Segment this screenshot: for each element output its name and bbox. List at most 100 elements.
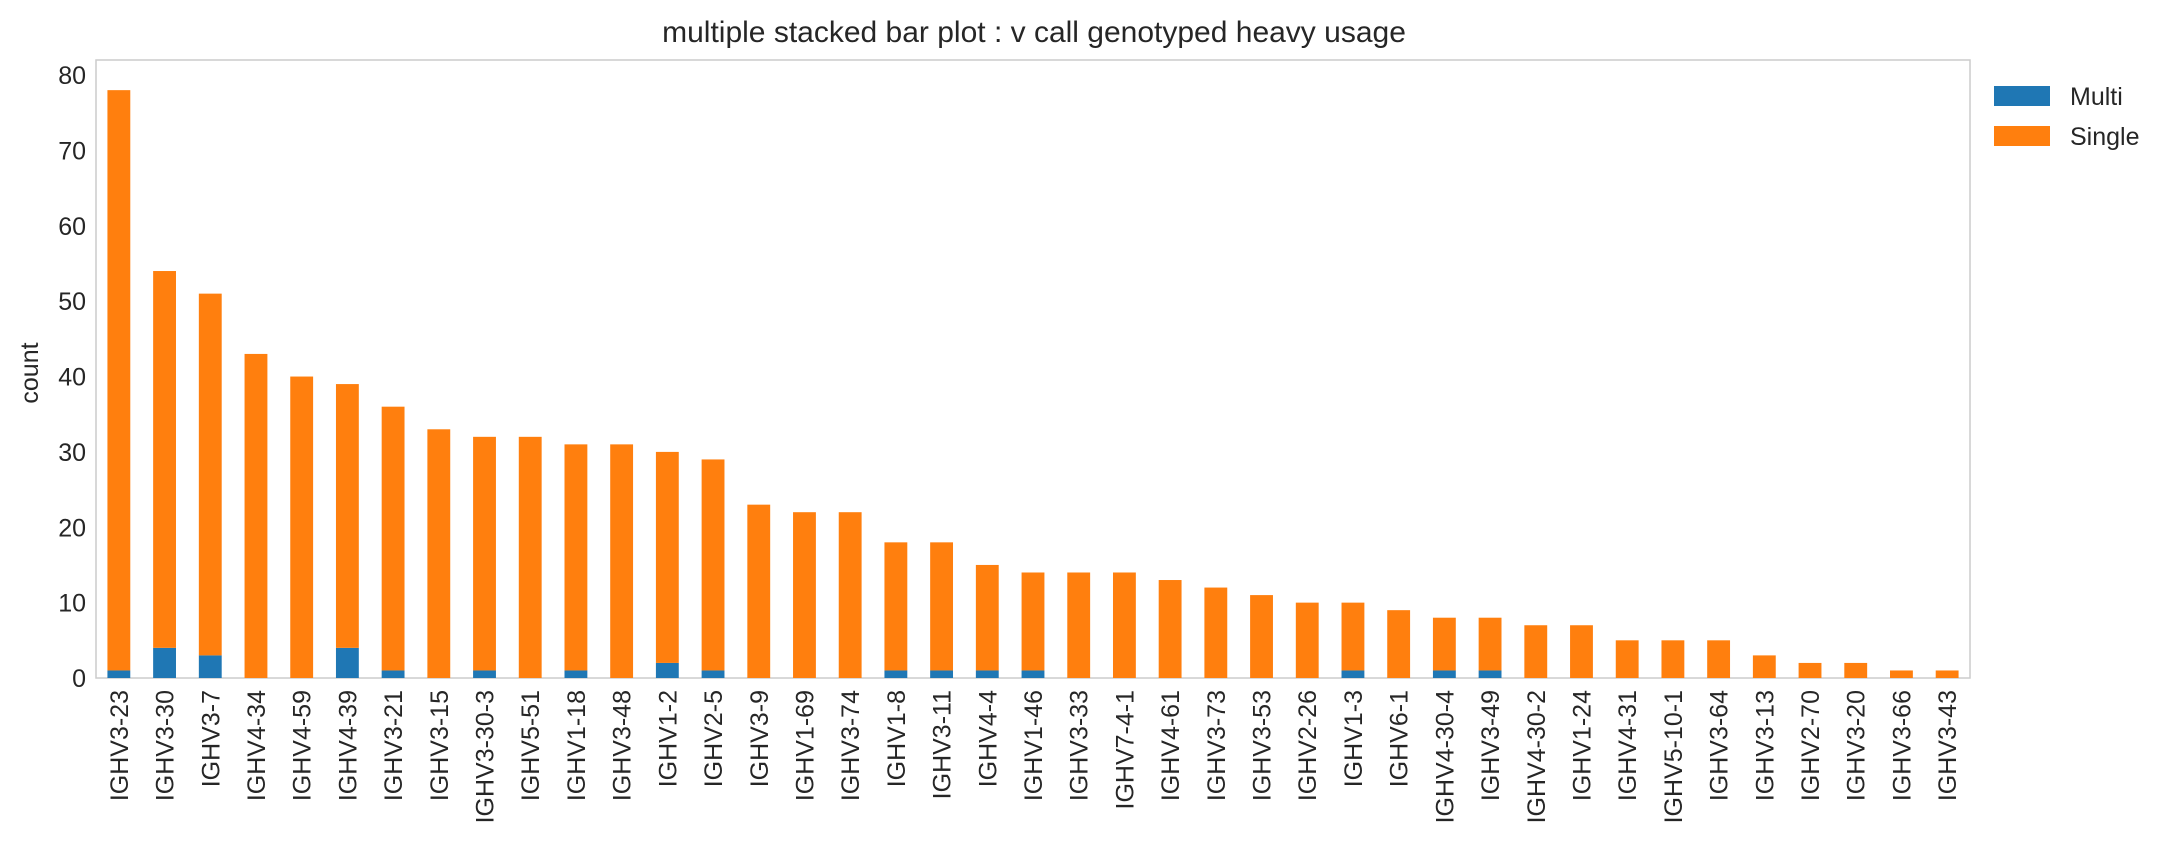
bar-single-IGHV2-70 xyxy=(1798,662,1822,678)
bar-multi-IGHV3-23 xyxy=(107,670,131,678)
x-tick-label: IGHV3-73 xyxy=(1203,690,1231,801)
bar-single-IGHV1-8 xyxy=(884,542,908,671)
x-tick-label: IGHV3-11 xyxy=(929,690,957,799)
bar-single-IGHV4-30-4 xyxy=(1432,617,1456,671)
x-tick-label: IGHV2-70 xyxy=(1797,690,1825,801)
x-tick-label: IGHV2-5 xyxy=(700,690,728,787)
legend-label-single: Single xyxy=(2070,123,2140,151)
x-tick-label: IGHV3-30 xyxy=(152,690,180,801)
legend-swatch-single xyxy=(1994,126,2050,146)
y-tick-label: 50 xyxy=(58,288,86,316)
x-tick-label: IGHV1-8 xyxy=(883,690,911,787)
x-tick-label: IGHV4-30-2 xyxy=(1523,690,1551,823)
bar-single-IGHV5-51 xyxy=(518,436,542,678)
y-tick-label: 40 xyxy=(58,364,86,392)
x-tick-label: IGHV1-3 xyxy=(1340,690,1368,787)
bar-multi-IGHV4-30-4 xyxy=(1432,670,1456,678)
x-tick-label: IGHV4-31 xyxy=(1614,690,1642,801)
bar-single-IGHV1-18 xyxy=(564,444,588,671)
x-tick-label: IGHV4-4 xyxy=(974,690,1002,787)
bar-multi-IGHV3-49 xyxy=(1478,670,1502,678)
bar-single-IGHV7-4-1 xyxy=(1112,572,1136,678)
x-tick-label: IGHV4-39 xyxy=(334,690,362,801)
bar-single-IGHV1-3 xyxy=(1341,602,1365,671)
bar-multi-IGHV1-3 xyxy=(1341,670,1365,678)
x-tick-label: IGHV1-18 xyxy=(563,690,591,801)
bar-single-IGHV3-13 xyxy=(1752,655,1776,678)
x-tick-label: IGHV4-30-4 xyxy=(1431,690,1459,823)
y-tick-label: 60 xyxy=(58,213,86,241)
bar-multi-IGHV4-39 xyxy=(335,647,359,678)
bar-multi-IGHV1-8 xyxy=(884,670,908,678)
x-tick-label: IGHV3-66 xyxy=(1888,690,1916,801)
y-tick-label: 20 xyxy=(58,514,86,542)
x-tick-label: IGHV1-24 xyxy=(1568,690,1596,801)
bar-single-IGHV3-49 xyxy=(1478,617,1502,671)
bar-single-IGHV3-66 xyxy=(1890,670,1913,678)
bar-single-IGHV5-10-1 xyxy=(1661,640,1685,678)
bar-multi-IGHV2-5 xyxy=(701,670,725,678)
x-tick-label: IGHV3-53 xyxy=(1249,690,1277,801)
bar-single-IGHV3-33 xyxy=(1067,572,1091,678)
bars xyxy=(107,90,1959,678)
bar-single-IGHV1-24 xyxy=(1570,625,1593,678)
bar-multi-IGHV4-4 xyxy=(975,670,999,678)
bar-multi-IGHV3-7 xyxy=(198,655,222,678)
x-tick-label: IGHV4-34 xyxy=(243,690,271,801)
bar-single-IGHV4-59 xyxy=(290,376,314,678)
x-tick-label: IGHV3-15 xyxy=(426,690,454,801)
bar-multi-IGHV1-46 xyxy=(1021,670,1045,678)
bar-single-IGHV2-5 xyxy=(701,459,725,671)
x-tick-label: IGHV6-1 xyxy=(1386,690,1414,787)
x-tick-label: IGHV3-33 xyxy=(1066,690,1094,801)
bar-multi-IGHV1-18 xyxy=(564,670,588,678)
x-tick-label: IGHV4-61 xyxy=(1157,690,1185,801)
bar-single-IGHV3-48 xyxy=(610,444,634,678)
bar-single-IGHV4-34 xyxy=(244,353,268,678)
bar-single-IGHV3-73 xyxy=(1204,587,1228,678)
bar-single-IGHV3-64 xyxy=(1707,640,1731,678)
bar-multi-IGHV3-30-3 xyxy=(473,670,496,678)
x-tick-label: IGHV3-7 xyxy=(197,690,225,787)
bar-single-IGHV3-21 xyxy=(381,406,405,671)
bar-single-IGHV3-74 xyxy=(838,512,862,678)
x-tick-label: IGHV1-2 xyxy=(654,690,682,787)
bar-single-IGHV3-11 xyxy=(930,542,954,671)
legend: Multi Single xyxy=(1994,83,2140,151)
bar-single-IGHV3-15 xyxy=(427,429,451,678)
bar-multi-IGHV3-11 xyxy=(930,670,954,678)
bar-single-IGHV4-31 xyxy=(1615,640,1639,678)
bar-single-IGHV3-20 xyxy=(1844,662,1868,678)
x-tick-label: IGHV3-64 xyxy=(1706,690,1734,801)
bar-single-IGHV4-30-2 xyxy=(1524,625,1548,678)
x-tick-label: IGHV3-43 xyxy=(1934,690,1962,801)
x-tick-label: IGHV3-30-3 xyxy=(472,690,500,823)
bar-single-IGHV3-7 xyxy=(198,293,222,656)
bar-single-IGHV3-53 xyxy=(1250,595,1273,678)
bar-single-IGHV1-2 xyxy=(655,451,679,663)
legend-label-multi: Multi xyxy=(2070,83,2123,111)
x-tick-label: IGHV3-9 xyxy=(746,690,774,787)
bar-single-IGHV4-4 xyxy=(975,564,999,671)
x-tick-label: IGHV3-20 xyxy=(1843,690,1871,801)
bar-single-IGHV4-61 xyxy=(1158,580,1182,678)
x-tick-label: IGHV1-46 xyxy=(1020,690,1048,801)
bar-single-IGHV1-69 xyxy=(793,512,816,678)
y-axis-ticks: 0 10 20 30 40 50 60 70 80 xyxy=(58,62,86,693)
y-tick-label: 30 xyxy=(58,439,86,467)
x-tick-label: IGHV3-74 xyxy=(837,690,865,801)
x-tick-label: IGHV3-21 xyxy=(380,690,408,801)
bar-multi-IGHV3-21 xyxy=(381,670,405,678)
x-tick-label: IGHV1-69 xyxy=(791,690,819,801)
x-tick-label: IGHV4-59 xyxy=(289,690,317,801)
x-tick-label: IGHV3-49 xyxy=(1477,690,1505,801)
chart-title: multiple stacked bar plot : v call genot… xyxy=(662,16,1406,49)
y-tick-label: 0 xyxy=(72,665,86,693)
bar-single-IGHV4-39 xyxy=(335,384,359,648)
x-tick-label: IGHV3-13 xyxy=(1751,690,1779,801)
bar-single-IGHV2-26 xyxy=(1295,602,1319,678)
bar-single-IGHV3-43 xyxy=(1935,670,1959,678)
y-tick-label: 80 xyxy=(58,62,86,90)
bar-multi-IGHV3-30 xyxy=(153,647,176,678)
x-tick-label: IGHV7-4-1 xyxy=(1111,690,1139,809)
